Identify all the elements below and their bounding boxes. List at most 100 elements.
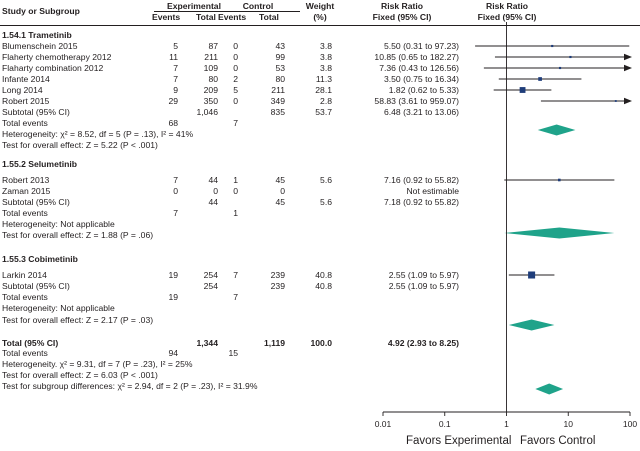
exp-events: 7 bbox=[173, 74, 178, 84]
weight: 3.8 bbox=[320, 41, 332, 51]
ctl-events: 2 bbox=[233, 74, 238, 84]
x-tick-label: 1 bbox=[504, 419, 509, 429]
subgroup-differences-text: Test for subgroup differences: χ² = 2.94… bbox=[2, 381, 258, 391]
ctl-events: 7 bbox=[233, 118, 238, 128]
ctl-total: 53 bbox=[275, 63, 285, 73]
ctl-total: 239 bbox=[270, 270, 285, 280]
section-title: 1.54.1 Trametinib bbox=[2, 30, 72, 40]
exp-total: 44 bbox=[208, 175, 218, 185]
overall-effect-text: Test for overall effect: Z = 2.17 (P = .… bbox=[2, 315, 154, 325]
exp-total: 109 bbox=[203, 63, 218, 73]
header-ctl-events: Events bbox=[218, 12, 247, 22]
favors-control-label: Favors Control bbox=[520, 435, 596, 447]
ctl-events: 0 bbox=[233, 186, 238, 196]
rr-ci: 6.48 (3.21 to 13.06) bbox=[383, 107, 459, 117]
ctl-events: 7 bbox=[233, 292, 238, 302]
ci-arrow bbox=[624, 97, 632, 105]
weight: 100.0 bbox=[310, 338, 332, 348]
header-plot-method: Fixed (95% CI) bbox=[477, 12, 537, 22]
ctl-events: 7 bbox=[233, 270, 238, 280]
ctl-events: 1 bbox=[233, 175, 238, 185]
favors-experimental-label: Favors Experimental bbox=[406, 435, 512, 447]
exp-events: 7 bbox=[173, 208, 178, 218]
rr-ci: 10.85 (0.65 to 182.27) bbox=[374, 52, 459, 62]
header-study: Study or Subgroup bbox=[2, 6, 80, 16]
experimental-underline bbox=[154, 11, 236, 12]
weight: 5.6 bbox=[320, 197, 332, 207]
ci-arrow bbox=[624, 53, 632, 61]
weight: 53.7 bbox=[315, 107, 332, 117]
exp-events: 7 bbox=[173, 175, 178, 185]
ctl-events: 0 bbox=[233, 41, 238, 51]
study-marker bbox=[614, 100, 617, 102]
ctl-total: 45 bbox=[275, 175, 285, 185]
exp-total: 211 bbox=[204, 52, 218, 62]
ctl-total: 1,119 bbox=[263, 338, 285, 348]
heterogeneity-text: Heterogeneity: Not applicable bbox=[2, 219, 115, 229]
rr-ci: 7.16 (0.92 to 55.82) bbox=[383, 175, 459, 185]
study-marker bbox=[538, 77, 542, 81]
rr-ci: 2.55 (1.09 to 5.97) bbox=[388, 281, 459, 291]
study-name: Robert 2015 bbox=[2, 96, 50, 106]
ctl-total: 45 bbox=[275, 197, 285, 207]
study-marker bbox=[551, 44, 554, 48]
study-name: Larkin 2014 bbox=[2, 270, 47, 280]
header-rr: Risk Ratio bbox=[380, 1, 424, 11]
weight: 5.6 bbox=[320, 175, 332, 185]
exp-total: 350 bbox=[203, 96, 218, 106]
x-tick-label: 0.1 bbox=[439, 419, 451, 429]
total-events-label: Total events bbox=[2, 348, 48, 358]
ctl-events: 5 bbox=[233, 85, 238, 95]
study-name: Long 2014 bbox=[2, 85, 43, 95]
control-underline bbox=[220, 11, 300, 12]
exp-events: 94 bbox=[168, 348, 178, 358]
ctl-events: 0 bbox=[233, 96, 238, 106]
overall-effect-text: Test for overall effect: Z = 1.88 (P = .… bbox=[2, 230, 154, 240]
rr-ci: 7.36 (0.43 to 126.56) bbox=[379, 63, 459, 73]
study-marker bbox=[558, 66, 562, 70]
exp-total: 0 bbox=[213, 186, 218, 196]
pooled-diamond bbox=[508, 319, 555, 331]
weight: 11.3 bbox=[315, 74, 332, 84]
exp-events: 68 bbox=[168, 118, 178, 128]
total-events-label: Total events bbox=[2, 118, 48, 128]
exp-total: 209 bbox=[203, 85, 218, 95]
header-experimental: Experimental bbox=[167, 1, 221, 11]
subtotal-label: Subtotal (95% CI) bbox=[2, 197, 70, 207]
exp-total: 80 bbox=[208, 74, 218, 84]
ctl-total: 99 bbox=[275, 52, 285, 62]
ctl-events: 0 bbox=[233, 63, 238, 73]
study-marker bbox=[519, 87, 526, 93]
exp-events: 7 bbox=[173, 63, 178, 73]
study-marker bbox=[528, 271, 536, 279]
header-weight-unit: (%) bbox=[313, 12, 327, 22]
overall-effect-text: Test for overall effect: Z = 5.22 (P < .… bbox=[2, 140, 158, 150]
ctl-total: 835 bbox=[270, 107, 285, 117]
ctl-events: 15 bbox=[228, 348, 238, 358]
study-name: Zaman 2015 bbox=[2, 186, 51, 196]
ctl-total: 211 bbox=[271, 85, 285, 95]
study-name: Robert 2013 bbox=[2, 175, 50, 185]
exp-events: 5 bbox=[173, 41, 178, 51]
study-marker bbox=[557, 178, 561, 182]
header-control: Control bbox=[242, 1, 274, 11]
exp-total: 87 bbox=[208, 41, 218, 51]
heterogeneity-text: Heterogeneity: Not applicable bbox=[2, 303, 115, 313]
exp-events: 11 bbox=[169, 52, 178, 62]
rr-ci: Not estimable bbox=[406, 186, 459, 196]
header-rr-method: Fixed (95% CI) bbox=[372, 12, 432, 22]
weight: 2.8 bbox=[320, 96, 332, 106]
total-events-label: Total events bbox=[2, 292, 48, 302]
study-name: Flaherty chemotherapy 2012 bbox=[2, 52, 112, 62]
header-ctl-total: Total bbox=[259, 12, 279, 22]
pooled-diamond bbox=[537, 124, 576, 136]
header-weight: Weight bbox=[305, 1, 335, 11]
rr-ci: 7.18 (0.92 to 55.82) bbox=[383, 197, 459, 207]
weight: 3.8 bbox=[320, 63, 332, 73]
section-title: 1.55.2 Selumetinib bbox=[2, 159, 77, 169]
rr-ci: 2.55 (1.09 to 5.97) bbox=[388, 270, 459, 280]
exp-events: 0 bbox=[173, 186, 178, 196]
ctl-total: 0 bbox=[280, 186, 285, 196]
pooled-diamond bbox=[504, 227, 615, 239]
